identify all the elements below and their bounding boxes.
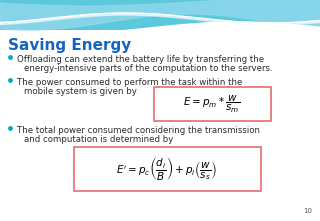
Text: $E = p_{m} * \dfrac{w}{s_{m}}$: $E = p_{m} * \dfrac{w}{s_{m}}$ [183,93,241,114]
FancyBboxPatch shape [154,87,271,121]
Text: The power consumed to perform the task within the: The power consumed to perform the task w… [17,78,242,87]
Text: 10: 10 [303,208,312,214]
Text: $E^{\prime} = p_{c}\left(\dfrac{d_{i}}{B}\right) + p_{i}\left(\dfrac{w}{s_{s}}\r: $E^{\prime} = p_{c}\left(\dfrac{d_{i}}{B… [116,156,218,183]
Text: and computation is determined by: and computation is determined by [24,135,173,144]
Text: Saving Energy: Saving Energy [8,38,131,53]
FancyBboxPatch shape [74,147,261,191]
Text: Offloading can extend the battery life by transferring the: Offloading can extend the battery life b… [17,55,264,64]
Text: mobile system is given by: mobile system is given by [24,87,137,96]
FancyBboxPatch shape [0,0,320,30]
Text: energy-intensive parts of the computation to the servers.: energy-intensive parts of the computatio… [24,64,273,73]
Text: The total power consumed considering the transmission: The total power consumed considering the… [17,126,260,135]
